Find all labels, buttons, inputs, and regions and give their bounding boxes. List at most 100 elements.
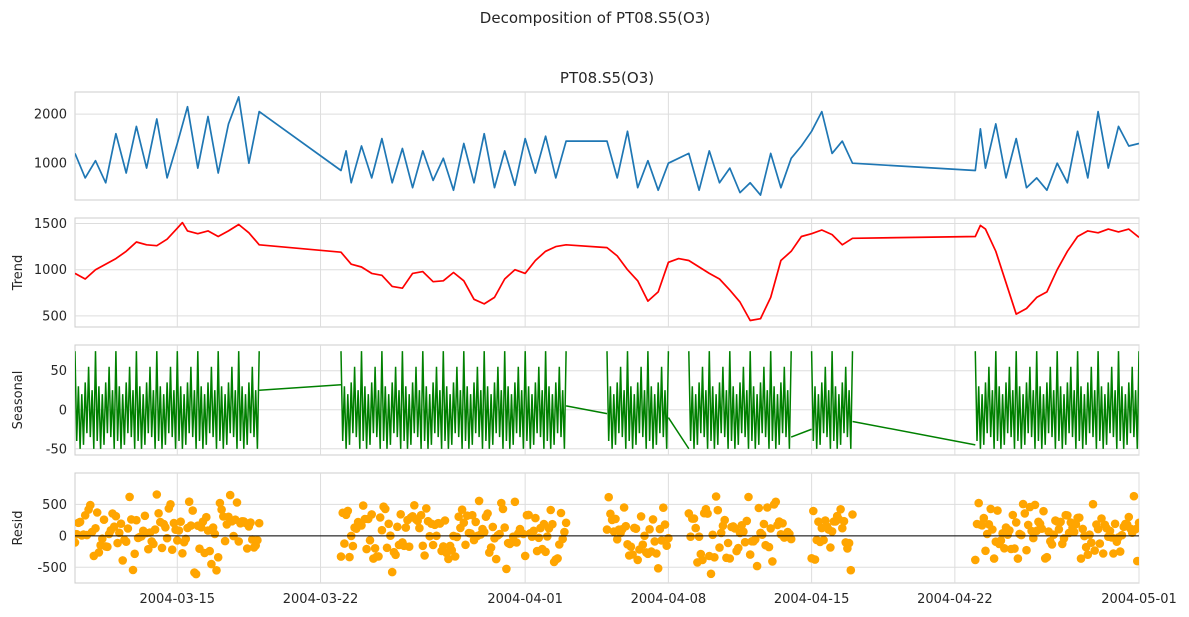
seasonal-connector-line [667, 417, 690, 450]
x-tick-label: 2004-04-22 [917, 592, 993, 607]
resid-point [836, 505, 845, 514]
resid-point [541, 547, 550, 557]
resid-point [766, 524, 775, 533]
resid-point [205, 546, 214, 556]
resid-point [396, 510, 406, 519]
resid-point [839, 516, 849, 526]
resid-point [745, 550, 755, 559]
resid-point [786, 534, 796, 544]
resid-point [1115, 547, 1125, 556]
resid-point [659, 503, 668, 512]
resid-point [1017, 530, 1026, 540]
resid-point [410, 501, 419, 510]
resid-point [660, 520, 670, 529]
resid-point [1018, 499, 1028, 509]
resid-point [633, 555, 642, 565]
y-tick-label: 1500 [34, 217, 67, 232]
resid-point [1010, 544, 1019, 553]
resid-point [1129, 491, 1139, 501]
resid-point [740, 537, 750, 547]
resid-point [1047, 540, 1057, 549]
resid-point [391, 550, 400, 560]
y-tick-label: 1000 [34, 263, 67, 278]
resid-point [152, 490, 162, 499]
trend-series-line [75, 221, 1139, 322]
resid-point [1029, 533, 1038, 543]
panel-title: PT08.S5(O3) [560, 69, 654, 87]
panel-observed: 1000 2000 PT08.S5(O3) [34, 69, 1140, 201]
resid-point [161, 523, 170, 532]
figure-suptitle: Decomposition of PT08.S5(O3) [480, 9, 710, 27]
resid-point [809, 506, 818, 516]
resid-point [128, 565, 138, 575]
resid-point [393, 522, 402, 532]
resid-point [491, 554, 501, 564]
resid-point [689, 514, 699, 523]
resid-point [167, 545, 177, 554]
resid-point [115, 528, 124, 538]
resid-point [604, 492, 613, 502]
resid-point [1039, 506, 1048, 516]
resid-point [176, 517, 185, 526]
y-tick-label: 1000 [34, 157, 67, 172]
resid-point [98, 534, 107, 543]
resid-point [974, 498, 983, 508]
resid-point [698, 555, 707, 565]
resid-point [1133, 556, 1139, 566]
x-tick-label: 2004-03-22 [283, 592, 359, 607]
resid-point [648, 515, 658, 524]
resid-point [628, 550, 637, 559]
resid-point [710, 553, 719, 562]
resid-point [1008, 510, 1018, 520]
resid-point [1054, 525, 1064, 534]
resid-point [343, 506, 353, 516]
resid-point [546, 505, 555, 515]
resid-point [611, 514, 620, 524]
resid-point [1069, 527, 1079, 537]
resid-point [715, 543, 724, 552]
resid-point [1076, 554, 1086, 563]
resid-point [125, 492, 134, 502]
resid-point [757, 530, 767, 539]
resid-point [827, 527, 837, 536]
resid-point [217, 505, 226, 514]
resid-point [188, 506, 197, 515]
plot-area [75, 351, 1139, 450]
resid-point [140, 511, 150, 521]
resid-point [367, 510, 377, 519]
resid-point [103, 542, 112, 552]
resid-point [1056, 517, 1065, 527]
seasonal-connector-line [790, 428, 812, 438]
y-tick-label: 500 [42, 309, 67, 324]
resid-point [720, 515, 729, 525]
resid-point [621, 521, 631, 531]
plot-area [75, 490, 1139, 579]
resid-point [553, 554, 562, 563]
resid-point [636, 512, 646, 521]
resid-point [121, 537, 131, 546]
resid-point [225, 490, 235, 500]
resid-point [452, 532, 462, 542]
resid-point [520, 551, 530, 561]
resid-point [118, 556, 127, 565]
resid-point [1087, 538, 1096, 547]
resid-point [711, 492, 721, 501]
resid-point [1098, 549, 1108, 558]
resid-point [212, 566, 221, 575]
y-tick-label: 500 [42, 498, 67, 513]
x-tick-label: 2004-04-08 [631, 592, 707, 607]
resid-point [763, 503, 772, 512]
resid-point [416, 510, 426, 520]
resid-point [751, 535, 760, 544]
seasonal-connector-line [565, 405, 608, 415]
resid-point [1037, 524, 1047, 533]
resid-point [561, 518, 571, 528]
resid-point [232, 498, 242, 507]
resid-point [210, 529, 220, 539]
resid-point [420, 551, 429, 560]
resid-point [653, 564, 663, 573]
resid-point [345, 552, 354, 562]
resid-point [166, 500, 175, 509]
resid-point [401, 523, 411, 532]
